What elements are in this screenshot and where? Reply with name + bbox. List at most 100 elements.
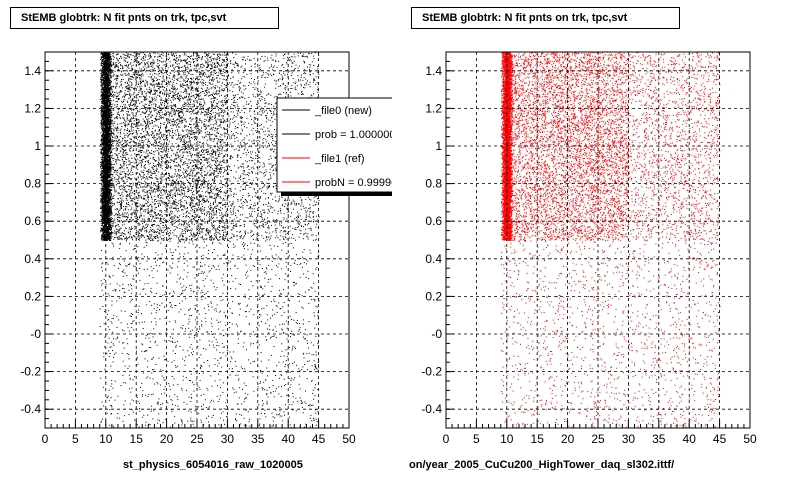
scatter-point (105, 177, 107, 178)
scatter-point (102, 234, 104, 236)
scatter-point (110, 132, 112, 134)
scatter-point (101, 83, 103, 85)
scatter-point (105, 235, 107, 237)
scatter-point (111, 194, 113, 195)
scatter-point (101, 110, 103, 112)
scatter-point (101, 161, 103, 162)
scatter-point (107, 97, 109, 99)
scatter-point (104, 83, 106, 84)
scatter-point (100, 149, 102, 151)
scatter-point (110, 192, 111, 194)
scatter-point (103, 230, 105, 232)
scatter-point (101, 85, 103, 86)
scatter-point (100, 86, 102, 88)
scatter-point (109, 175, 111, 177)
scatter-point (100, 96, 102, 98)
scatter-point (102, 147, 104, 149)
scatter-point (102, 152, 104, 154)
scatter-point (106, 152, 108, 154)
scatter-point (103, 121, 104, 123)
scatter-point (102, 155, 104, 156)
scatter-points (99, 52, 320, 429)
scatter-point (111, 112, 113, 113)
scatter-point (110, 219, 112, 220)
scatter-point (101, 175, 102, 177)
scatter-point (110, 70, 112, 72)
scatter-point (101, 155, 103, 157)
scatter-point (109, 212, 111, 214)
scatter-point (106, 176, 108, 177)
scatter-point (101, 61, 102, 63)
scatter-point (107, 56, 109, 58)
scatter-point (111, 71, 113, 73)
scatter-point (107, 60, 109, 62)
scatter-point (102, 192, 104, 194)
scatter-point (107, 200, 109, 202)
scatter-point (110, 59, 112, 61)
scatter-point (109, 74, 111, 76)
scatter-point (102, 53, 104, 55)
scatter-point (101, 141, 103, 143)
scatter-point (103, 129, 105, 131)
scatter-point (101, 230, 102, 232)
scatter-point (103, 184, 105, 186)
scatter-point (106, 75, 108, 77)
scatter-point (100, 178, 102, 180)
scatter-point (102, 183, 104, 185)
scatter-point (100, 166, 102, 167)
scatter-point (101, 161, 103, 163)
scatter-point (110, 120, 112, 122)
scatter-point (102, 74, 104, 75)
scatter-point (105, 86, 107, 88)
scatter-point (110, 208, 112, 210)
scatter-point (108, 98, 110, 99)
scatter-point (109, 207, 111, 209)
scatter-point (104, 72, 106, 74)
scatter-point (108, 227, 110, 229)
scatter-point (100, 194, 102, 196)
scatter-point (103, 96, 105, 98)
scatter-point (104, 231, 106, 233)
scatter-point (108, 101, 110, 103)
scatter-point (109, 205, 111, 207)
scatter-point (103, 224, 105, 226)
scatter-point (111, 187, 113, 188)
scatter-point (109, 177, 111, 179)
scatter-point (103, 62, 105, 64)
scatter-point (111, 114, 113, 116)
scatter-point (111, 201, 113, 203)
scatter-point (104, 208, 106, 210)
scatter-point (108, 53, 110, 55)
scatter-point (100, 164, 102, 166)
scatter-point (110, 180, 112, 182)
scatter-point (103, 213, 105, 215)
scatter-point (106, 192, 108, 194)
scatter-point (101, 73, 103, 75)
scatter-point (102, 68, 104, 70)
scatter-point (110, 170, 112, 172)
scatter-point (109, 58, 111, 60)
scatter-point (102, 222, 104, 224)
scatter-point (109, 127, 111, 129)
scatter-point (104, 131, 106, 133)
scatter-point (102, 127, 104, 129)
scatter-point (105, 159, 107, 160)
scatter-point (109, 59, 111, 61)
scatter-point (106, 95, 108, 97)
scatter-point (107, 104, 109, 106)
scatter-point (108, 170, 110, 172)
scatter-point (103, 166, 105, 168)
scatter-point (102, 119, 104, 121)
scatter-point (106, 101, 108, 103)
scatter-point (101, 109, 103, 111)
scatter-point (109, 144, 111, 146)
scatter-point (111, 197, 113, 199)
scatter-point (101, 127, 103, 129)
scatter-point (102, 223, 103, 224)
scatter-point (103, 162, 105, 164)
scatter-point (102, 214, 104, 216)
scatter-point (105, 212, 106, 214)
scatter-point (104, 180, 106, 182)
scatter-point (100, 191, 102, 193)
